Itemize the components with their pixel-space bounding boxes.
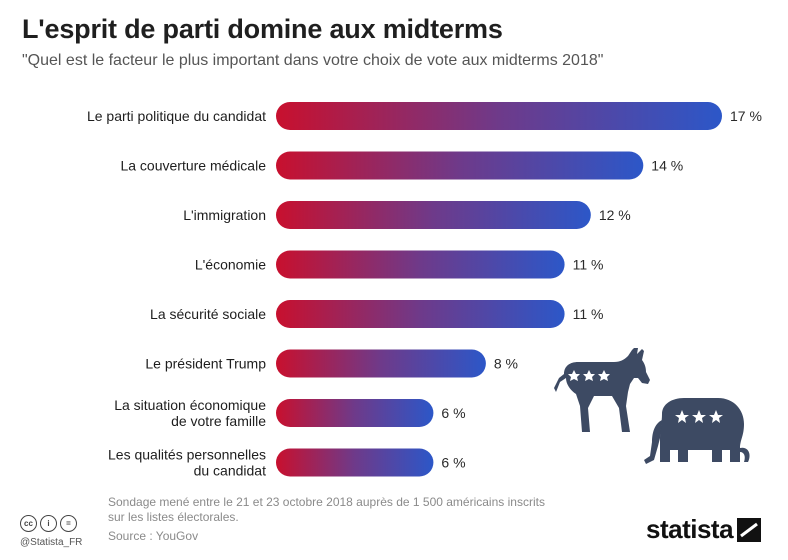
category-label-0: Le parti politique du candidat [87, 108, 266, 124]
elephant-icon [644, 398, 750, 464]
bars-group: 17 % Le parti politique du candidat 14 % La… [87, 102, 762, 479]
value-label-4: 11 % [573, 306, 604, 322]
attribution-icon: i [40, 515, 57, 532]
bar-chart: 17 % Le parti politique du candidat 14 % La… [87, 102, 762, 479]
source-note: Source : YouGov [108, 529, 199, 543]
chart-title: L'esprit de parti domine aux midterms [22, 14, 503, 44]
category-label-3: L'économie [195, 257, 266, 273]
value-label-1: 14 % [651, 158, 683, 174]
value-label-0: 17 % [730, 108, 762, 124]
statista-logo[interactable]: statista [646, 514, 762, 545]
chart-subtitle: "Quel est le facteur le plus important d… [22, 52, 604, 69]
category-label-6: La situation économique de votre famille [114, 397, 266, 429]
value-label-2: 12 % [599, 207, 631, 223]
bar-4 [276, 300, 565, 328]
license-icons[interactable]: cc i = [20, 515, 77, 532]
statista-logo-icon [737, 517, 762, 542]
category-label-1: La couverture médicale [120, 158, 266, 174]
category-label-7: Les qualités personnelles du candidat [108, 447, 266, 479]
brand-name: statista [646, 514, 734, 544]
value-label-7: 6 % [441, 455, 465, 471]
survey-note-line1: Sondage mené entre le 21 et 23 octobre 2… [108, 495, 545, 509]
social-handle[interactable]: @Statista_FR [20, 537, 83, 548]
bar-5 [276, 349, 486, 378]
category-label-5: Le président Trump [145, 356, 266, 372]
bar-1 [276, 151, 644, 180]
bar-0 [276, 102, 722, 130]
value-label-3: 11 % [573, 257, 604, 273]
value-label-5: 8 % [494, 356, 518, 372]
creative-commons-icon: cc [20, 515, 37, 532]
bar-6 [276, 399, 434, 427]
no-derivatives-icon: = [60, 515, 77, 532]
category-label-4: La sécurité sociale [150, 306, 266, 322]
bar-7 [276, 448, 434, 477]
value-label-6: 6 % [441, 405, 465, 421]
donkey-icon [554, 348, 650, 432]
footer-note: Sondage mené entre le 21 et 23 octobre 2… [108, 495, 545, 544]
category-label-2: L'immigration [183, 207, 266, 223]
survey-note-line2: sur les listes électorales. [108, 510, 239, 524]
bar-3 [276, 250, 565, 279]
bar-2 [276, 201, 591, 229]
